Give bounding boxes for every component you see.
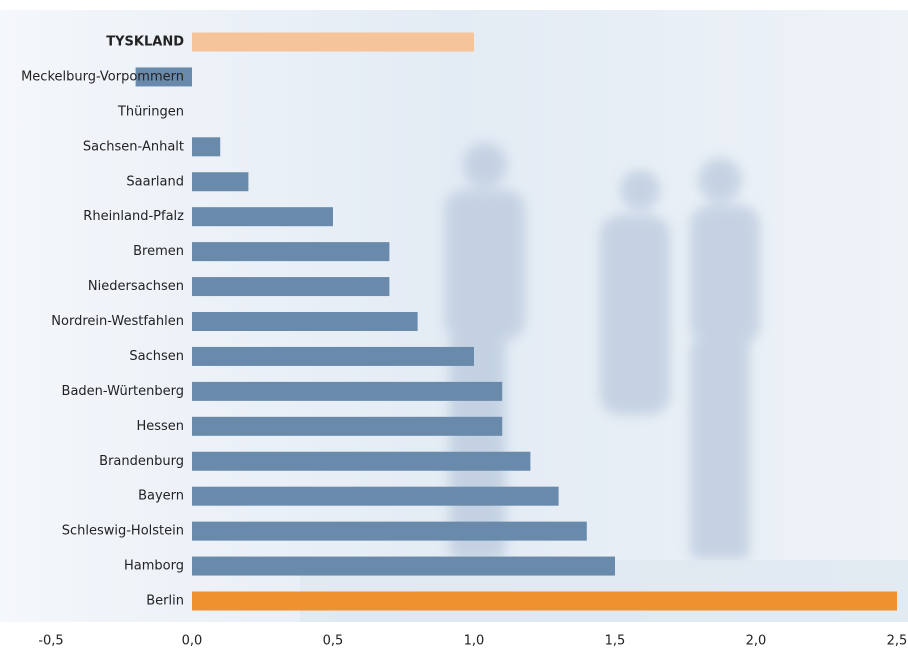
y-tick-label: Bayern (138, 489, 184, 504)
y-tick-label: Meckelburg-Vorpommern (21, 69, 184, 84)
y-tick-label: Nordrein-Westfahlen (51, 314, 184, 329)
bar (192, 32, 474, 52)
y-tick-label: Berlin (146, 594, 184, 609)
bar (192, 556, 615, 576)
y-tick-label: Rheinland-Pfalz (83, 209, 184, 224)
y-tick-label: Hessen (136, 419, 184, 434)
bar (192, 486, 559, 506)
bar (192, 207, 333, 227)
bar (192, 172, 249, 192)
bar (192, 521, 587, 541)
y-tick-label: Saarland (126, 174, 184, 189)
y-tick-label: Bremen (133, 244, 184, 259)
y-tick-label: TYSKLAND (106, 35, 184, 50)
bar (192, 346, 474, 366)
x-tick-label: -0,5 (38, 634, 63, 649)
x-tick-label: 2,5 (887, 634, 908, 649)
y-tick-label: Baden-Würtenberg (62, 384, 184, 399)
bar (192, 591, 897, 611)
bar (192, 416, 503, 436)
y-tick-label: Niedersachsen (88, 279, 184, 294)
bar (192, 137, 221, 157)
y-tick-label: Hamborg (124, 559, 184, 574)
y-tick-label: Sachsen-Anhalt (83, 139, 184, 154)
bar (192, 312, 418, 331)
x-tick-label: 1,0 (464, 634, 485, 649)
x-tick-label: 0,5 (323, 634, 344, 649)
x-tick-label: 1,5 (605, 634, 626, 649)
y-tick-label: Schleswig-Holstein (62, 524, 184, 539)
x-tick-label: 2,0 (746, 634, 767, 649)
y-tick-label: Thüringen (117, 104, 184, 119)
x-tick-label: 0,0 (182, 634, 203, 649)
y-tick-label: Brandenburg (99, 454, 184, 469)
bar (192, 277, 390, 297)
bar (135, 67, 192, 87)
bar (192, 451, 531, 471)
bar (192, 381, 503, 401)
y-tick-label: Sachsen (129, 349, 184, 364)
bar (192, 242, 390, 262)
